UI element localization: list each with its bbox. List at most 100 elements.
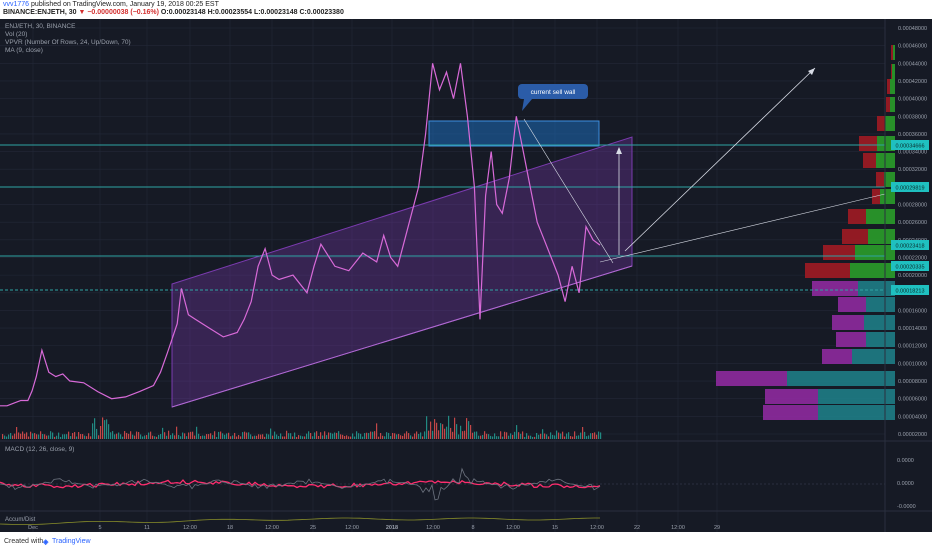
profile-row-sell [886, 97, 890, 112]
volume-bar [474, 431, 476, 439]
volume-bar [12, 435, 14, 439]
x-tick-label: 22 [634, 525, 640, 531]
volume-bar [54, 436, 56, 439]
volume-bar [80, 434, 82, 439]
volume-bar [410, 435, 412, 439]
volume-bar [386, 432, 388, 439]
sell-wall-callout: current sell wall [518, 84, 588, 111]
volume-bar [28, 436, 30, 439]
volume-bar [596, 434, 598, 439]
volume-bar [566, 433, 568, 439]
volume-bar [432, 430, 434, 439]
accum-dist-line [0, 517, 600, 525]
y-tick-label: 0.00004000 [898, 414, 927, 420]
volume-bar [490, 435, 492, 439]
volume-bar [272, 435, 274, 439]
volume-bar [230, 436, 232, 439]
volume-bar [420, 432, 422, 439]
volume-bar [186, 436, 188, 439]
volume-bar [138, 432, 140, 439]
legend-vol: Vol (20) [5, 31, 27, 38]
author-link[interactable]: vvv1776 [3, 1, 30, 8]
volume-bar [92, 423, 94, 439]
volume-bar [120, 434, 122, 439]
volume-bar [224, 434, 226, 439]
volume-bar [296, 436, 298, 439]
y-tick-label: 0.00028000 [898, 203, 927, 209]
volume-bar [88, 433, 90, 439]
volume-bar [240, 436, 242, 439]
profile-row-buy [884, 172, 895, 187]
volume-bar [252, 436, 254, 439]
volume-bar [274, 431, 276, 439]
volume-bar [346, 435, 348, 439]
volume-bar [592, 433, 594, 439]
profile-row-sell [805, 263, 850, 278]
volume-bar [68, 431, 70, 439]
volume-bar [162, 427, 164, 439]
profile-row-sell [887, 79, 890, 94]
volume-bar [264, 436, 266, 439]
volume-bar [72, 433, 74, 439]
volume-bar [436, 422, 438, 439]
x-tick-label: 12:00 [671, 525, 685, 531]
volume-bar [536, 432, 538, 439]
profile-row-sell [838, 297, 866, 312]
profile-row-buy [890, 97, 895, 112]
volume-bar [288, 433, 290, 439]
y-tick-label: 0.00046000 [898, 44, 927, 50]
volume-bar [562, 431, 564, 439]
volume-bar [360, 433, 362, 439]
volume-bar [52, 432, 54, 439]
volume-bar [564, 436, 566, 439]
volume-bar [508, 435, 510, 439]
x-tick-label: 12:00 [265, 525, 279, 531]
volume-bar [600, 432, 602, 439]
volume-bar [130, 431, 132, 439]
x-tick-label: 18 [227, 525, 233, 531]
volume-bar [402, 435, 404, 439]
volume-bar [290, 433, 292, 439]
volume-bar [124, 431, 126, 439]
profile-row-sell [877, 116, 885, 131]
volume-bar [394, 433, 396, 439]
footer-brand[interactable]: TradingView [52, 538, 91, 545]
volume-bar [176, 426, 178, 439]
volume-bar [476, 431, 478, 439]
volume-bar [76, 436, 78, 439]
volume-bar [522, 431, 524, 439]
grid [0, 19, 885, 532]
volume-bar [198, 433, 200, 439]
volume-bar [110, 432, 112, 439]
volume-bar [358, 433, 360, 439]
volume-bar [112, 431, 114, 439]
chart-svg[interactable]: Dec 5 11 12:00 18 12:00 25 12:00 2018 12:00 8 12:00… [0, 19, 932, 532]
chart-panel[interactable]: Dec 5 11 12:00 18 12:00 25 12:00 2018 12:00 8 12:00… [0, 19, 932, 532]
price-line [0, 63, 601, 407]
volume-bar [528, 435, 530, 439]
volume-bar [444, 428, 446, 439]
drop-path-line [523, 118, 614, 264]
volume-bar [172, 433, 174, 439]
price-label-box [891, 240, 929, 250]
volume-bar [368, 433, 370, 439]
volume-bar [140, 434, 142, 439]
y-tick-label: 0.00010000 [898, 361, 927, 367]
legend-ma: MA (9, close) [5, 47, 43, 54]
volume-bar [60, 436, 62, 439]
volume-bar [392, 432, 394, 439]
volume-bar [58, 432, 60, 439]
volume-bar [406, 431, 408, 439]
volume-bar [8, 434, 10, 439]
volume-bar [510, 433, 512, 439]
volume-bar [320, 432, 322, 439]
profile-row-sell [848, 209, 866, 224]
profile-row-sell [872, 189, 880, 204]
price-labels: 0.00034666 0.00029819 0.00023418 0.00020335… [891, 140, 929, 295]
volume-bar [540, 433, 542, 439]
volume-bar [454, 417, 456, 439]
y-tick-label: 0.00012000 [898, 344, 927, 350]
volume-bar [364, 433, 366, 439]
volume-bar [194, 435, 196, 439]
volume-bar [104, 420, 106, 439]
